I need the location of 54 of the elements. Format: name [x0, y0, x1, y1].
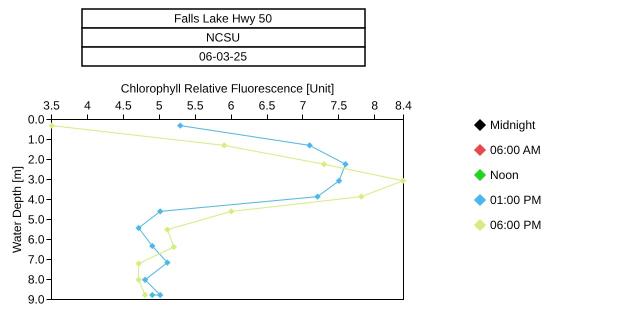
y-tick-label: 5.0	[28, 212, 45, 226]
legend-label: Midnight	[490, 118, 536, 132]
y-tick-label: 1.0	[28, 132, 45, 146]
point	[157, 292, 164, 298]
point	[164, 226, 171, 233]
point	[164, 259, 171, 266]
text: 06-03-25	[198, 50, 248, 64]
y-tick-label: 7.0	[28, 252, 45, 266]
point	[342, 161, 349, 168]
point	[149, 292, 156, 298]
x-tick-label: 3.5	[43, 98, 60, 112]
point	[135, 276, 142, 283]
point	[306, 142, 313, 149]
x-axis-title: Chlorophyll Relative Fluorescence [Unit]	[120, 82, 334, 96]
y-axis-title: Water Depth [m]	[10, 166, 24, 253]
legend-label: 06:00 PM	[490, 218, 542, 232]
chart-subtitle: NCSU	[206, 30, 240, 44]
point	[135, 224, 142, 232]
x-tick-label: 6	[228, 98, 235, 112]
point	[320, 161, 328, 168]
point	[142, 276, 148, 283]
y-tick-label: 0.0	[28, 112, 45, 126]
x-tick-label: 4.5	[114, 98, 132, 112]
x-tick-label: 5.5	[186, 98, 204, 112]
legend-label: 01:00 PM	[490, 193, 542, 207]
point	[48, 122, 55, 129]
point	[135, 260, 142, 267]
point	[358, 193, 364, 200]
point	[177, 122, 184, 129]
x-tick-label: 4	[84, 98, 92, 112]
x-tick-label: 8	[371, 98, 378, 112]
y-tick-label: 9.0	[28, 292, 45, 306]
point	[314, 193, 321, 200]
y-tick-label: 4.0	[28, 192, 45, 206]
y-tick-label: 3.0	[28, 172, 45, 186]
y-tick-label: 8.0	[28, 272, 45, 286]
legend-label: 06:00 AM	[490, 143, 541, 157]
point	[170, 244, 178, 250]
x-tick-label: 6.5	[258, 98, 276, 112]
legend-label: Noon	[490, 168, 519, 182]
point	[157, 208, 164, 215]
chart-title: Falls Lake Hwy 50	[174, 12, 272, 26]
point	[400, 178, 406, 184]
point	[228, 208, 234, 215]
point	[149, 242, 156, 250]
x-tick-label: 7.5	[330, 98, 348, 112]
point	[220, 142, 228, 149]
y-tick-label: 6.0	[28, 232, 45, 246]
x-tick-label: 7	[300, 98, 307, 112]
point	[142, 292, 148, 298]
y-tick-label: 2.0	[28, 152, 45, 166]
point	[336, 178, 342, 184]
x-tick-label: 8.4	[395, 98, 412, 112]
x-tick-label: 5	[156, 98, 163, 112]
